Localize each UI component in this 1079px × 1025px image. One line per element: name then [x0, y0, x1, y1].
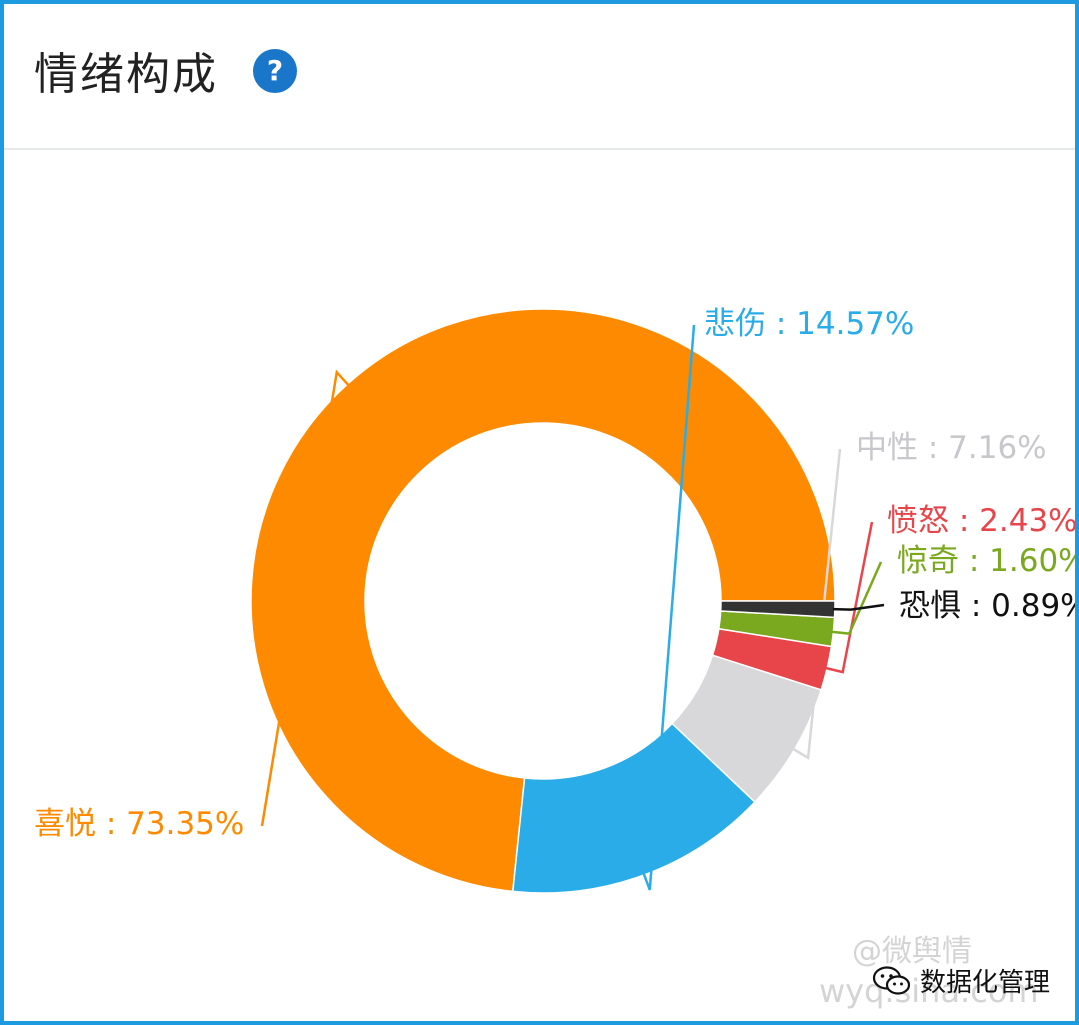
- leader-line-愤怒: [824, 521, 874, 674]
- page-title: 情绪构成: [34, 49, 218, 100]
- slice-悲伤[interactable]: [511, 722, 756, 894]
- data-label-喜悦: 喜悦 : 73.35%: [34, 806, 244, 842]
- data-label-悲伤: 悲伤 : 14.57%: [704, 306, 914, 342]
- panel-header: 情绪构成 ?: [4, 4, 1075, 150]
- leader-line-悲伤: [642, 324, 696, 891]
- data-label-惊奇: 惊奇 : 1.60%: [897, 543, 1079, 579]
- leader-line-中性: [791, 448, 842, 760]
- slice-惊奇[interactable]: [717, 610, 836, 648]
- data-label-恐惧: 恐惧 : 0.89%: [899, 588, 1079, 624]
- watermark-url: wyq.sina.com: [819, 972, 1039, 1010]
- slice-恐惧[interactable]: [719, 600, 836, 619]
- slice-喜悦[interactable]: [250, 308, 836, 893]
- slice-中性[interactable]: [671, 654, 823, 804]
- leader-line-恐惧: [832, 603, 885, 611]
- data-label-愤怒: 愤怒 : 2.43%: [887, 503, 1078, 539]
- wechat-icon: [872, 965, 912, 997]
- donut-chart: 喜悦 : 73.35% 悲伤 : 14.57% 中性 : 7.16% 愤怒 : 2.4…: [34, 306, 1079, 894]
- brand-name: 数据化管理: [920, 968, 1051, 998]
- leader-line-喜悦: [260, 369, 350, 827]
- data-label-中性: 中性 : 7.16%: [856, 430, 1047, 466]
- question-circle-icon[interactable]: ?: [253, 49, 297, 93]
- brand-watermark: 数据化管理: [872, 962, 1050, 999]
- slice-愤怒[interactable]: [711, 627, 833, 691]
- leader-line-惊奇: [831, 561, 883, 635]
- watermark-source: @微舆情: [852, 934, 972, 969]
